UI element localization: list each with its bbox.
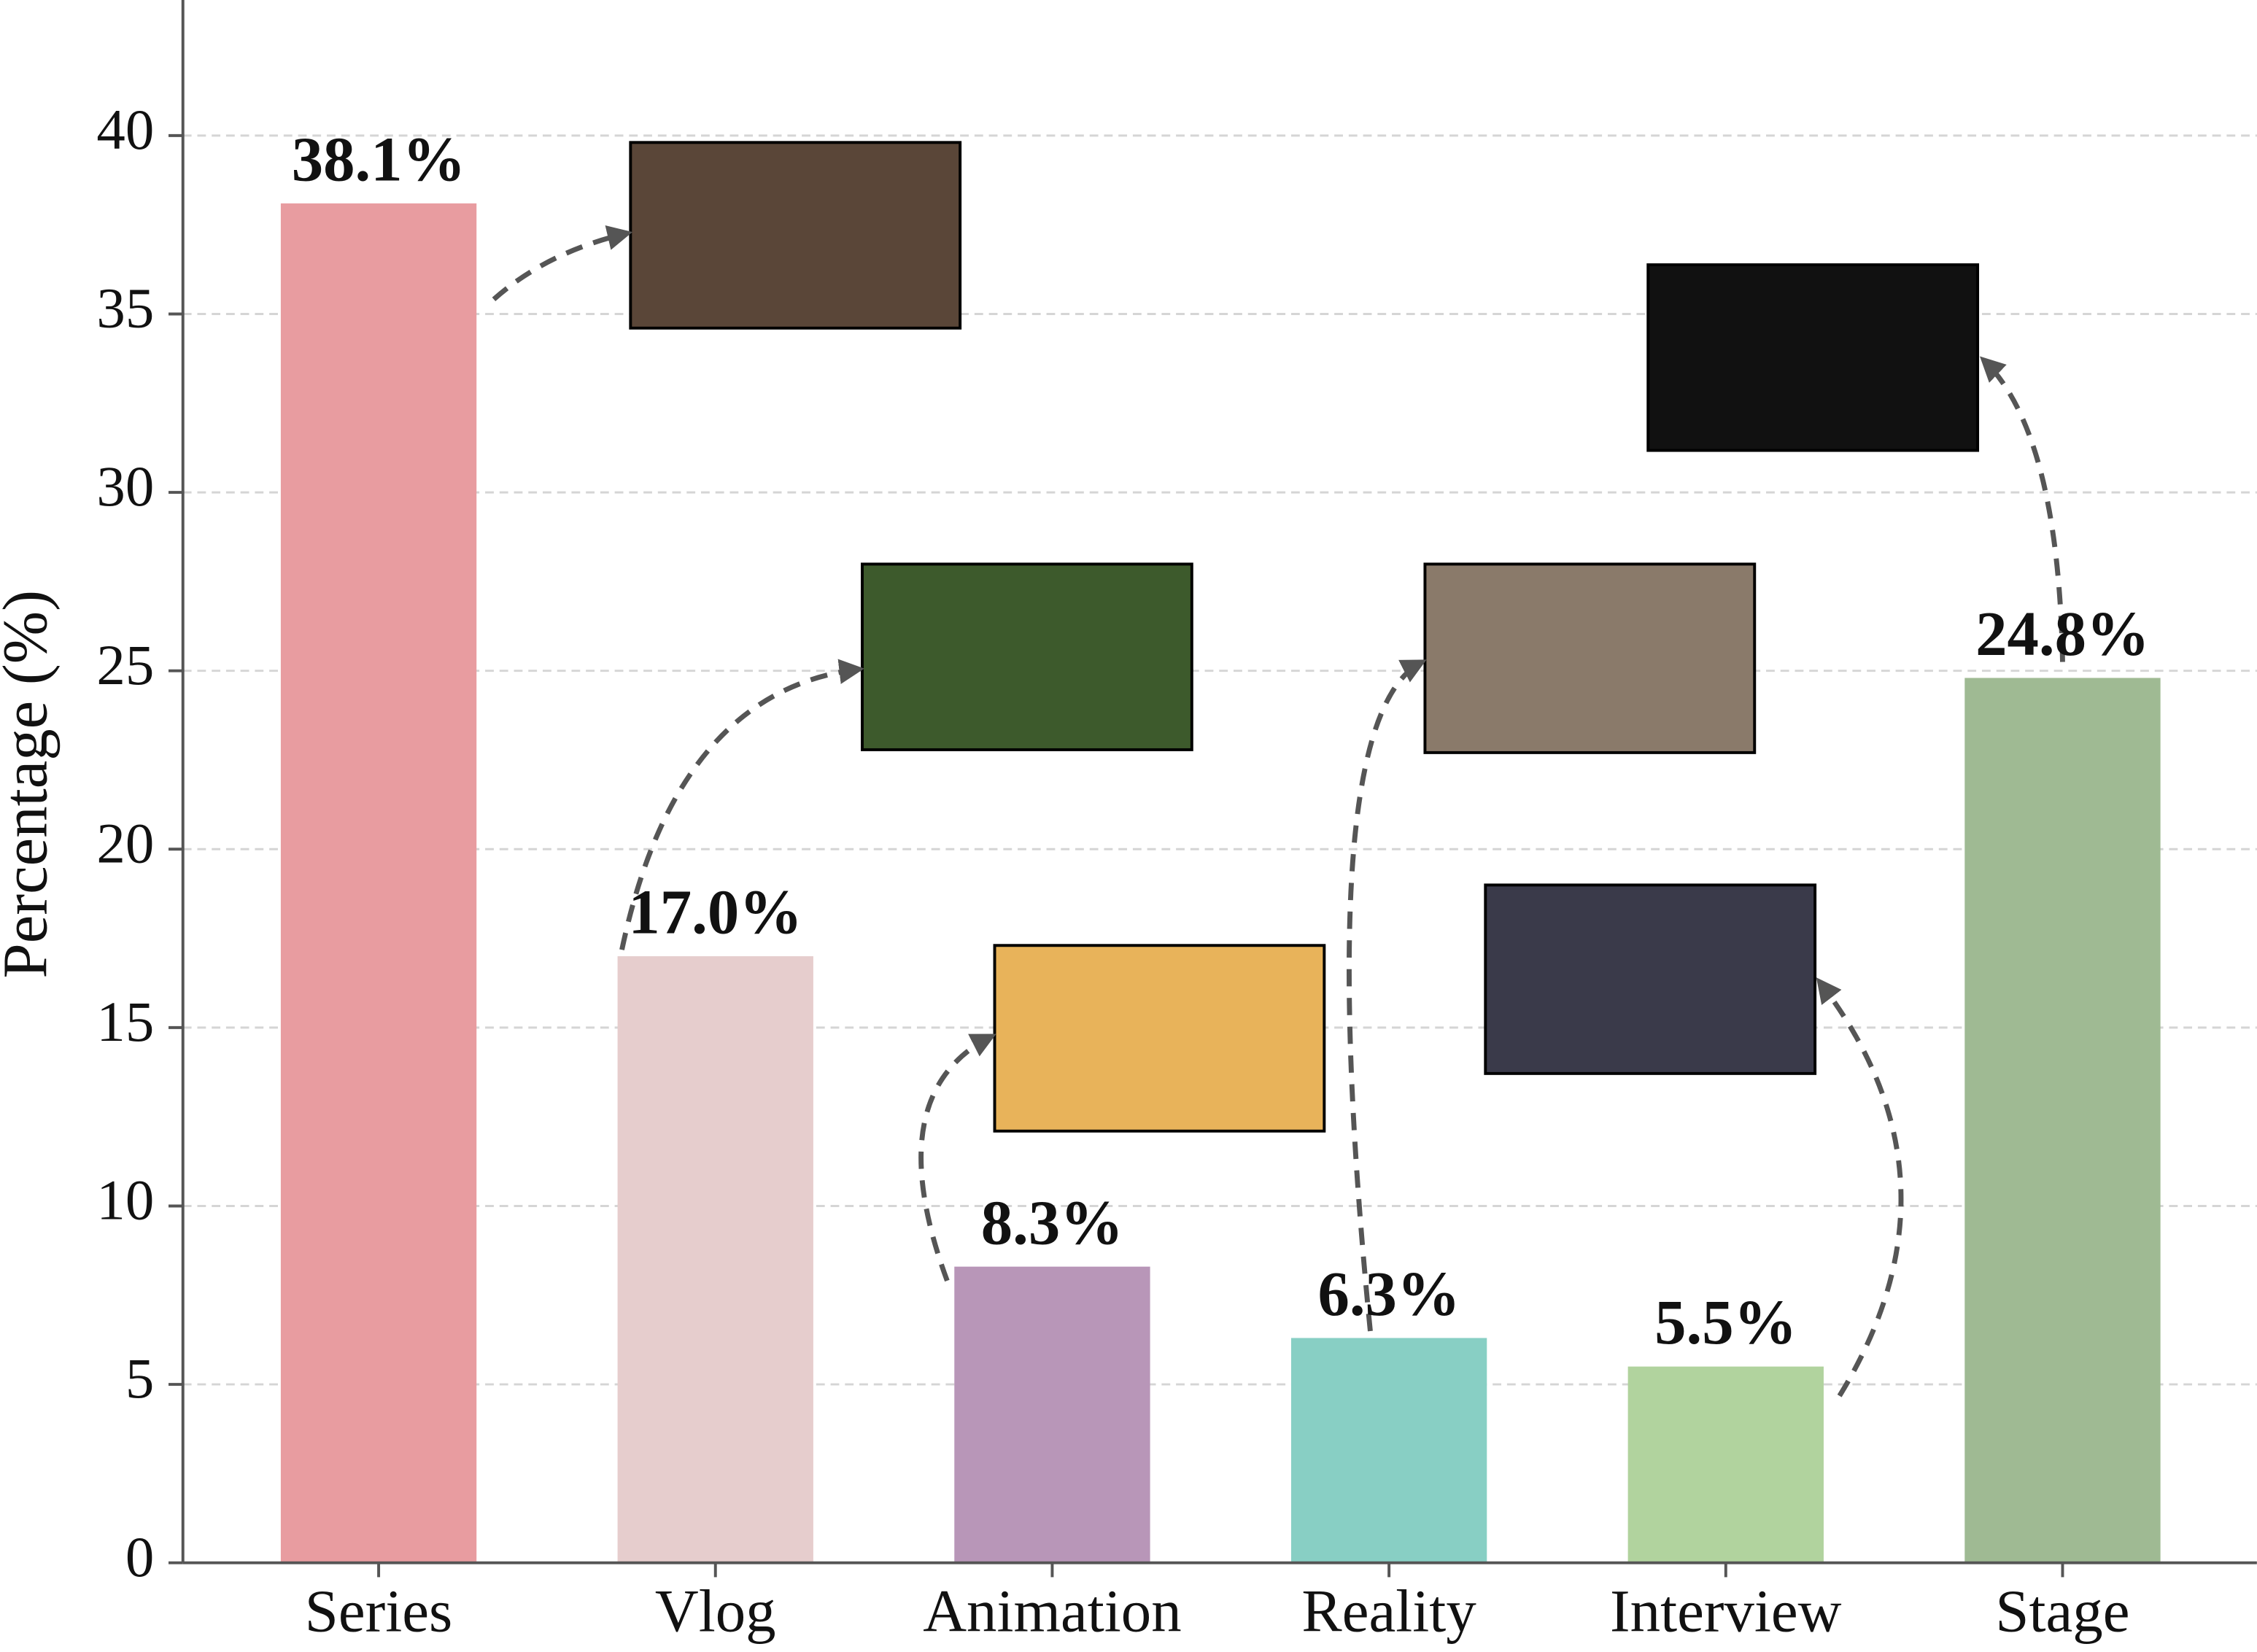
- thumbnail-vlog: [861, 562, 1193, 751]
- arrow: [1347, 659, 1427, 1332]
- y-tick-label: 30: [96, 455, 154, 519]
- arrow: [492, 225, 633, 301]
- bar: [1290, 1338, 1487, 1563]
- arrow: [619, 659, 864, 950]
- x-tick-label: Interview: [1610, 1578, 1842, 1645]
- thumbnail-interview: [1484, 883, 1817, 1075]
- arrows: [492, 225, 2065, 1397]
- y-tick-label: 0: [125, 1526, 154, 1589]
- bar: [954, 1266, 1150, 1563]
- y-tick-label: 25: [96, 634, 154, 697]
- bar: [617, 956, 813, 1563]
- value-label: 6.3%: [1317, 1259, 1460, 1329]
- y-tick-label: 40: [96, 98, 154, 162]
- y-tick-label: 10: [96, 1169, 154, 1233]
- value-label: 24.8%: [1975, 599, 2150, 669]
- thumbnails: [629, 141, 1980, 1133]
- x-tick-label: Series: [305, 1578, 452, 1645]
- y-tick-label: 15: [96, 990, 154, 1054]
- bar: [1964, 678, 2161, 1563]
- x-tick-label: Animation: [923, 1578, 1181, 1645]
- arrow: [1816, 977, 1904, 1397]
- arrow: [918, 1034, 996, 1282]
- y-axis-label: Percentage (%): [0, 590, 60, 979]
- value-label: 5.5%: [1654, 1287, 1797, 1357]
- arrow: [1979, 356, 2065, 662]
- thumbnail-series: [629, 141, 962, 330]
- grid: [182, 134, 2257, 1564]
- thumbnail-reality: [1423, 562, 1757, 754]
- bar: [280, 203, 477, 1563]
- thumbnail-animation: [993, 944, 1326, 1133]
- y-tick-label: 5: [125, 1347, 154, 1411]
- value-label: 38.1%: [292, 124, 466, 194]
- x-tick-label: Vlog: [655, 1578, 776, 1645]
- y-tick-label: 20: [96, 812, 154, 875]
- y-tick-label: 35: [96, 277, 154, 341]
- value-label: 8.3%: [981, 1187, 1123, 1257]
- bar: [1627, 1366, 1824, 1563]
- value-label: 17.0%: [628, 877, 802, 947]
- x-tick-label: Stage: [1995, 1578, 2129, 1645]
- thumbnail-stage: [1646, 263, 1980, 452]
- x-tick-label: Reality: [1301, 1578, 1476, 1645]
